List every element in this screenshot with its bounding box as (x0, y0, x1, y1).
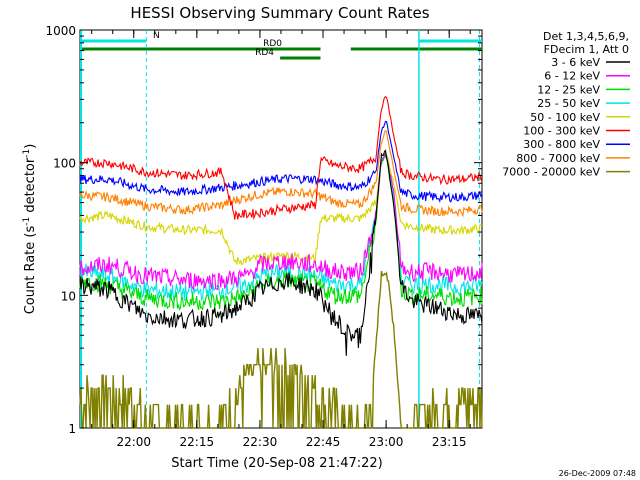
footer-date: 26-Dec-2009 07:48 (559, 469, 636, 478)
flag-label-n: N (153, 31, 160, 41)
series-line-50-100keV (79, 150, 483, 266)
series-line-100-300keV (79, 95, 483, 221)
y-tick-label: 100 (53, 157, 76, 171)
series-line-6-12keV (79, 151, 483, 291)
legend-entry-label: 12 - 25 keV (537, 83, 600, 96)
x-tick-label: 22:00 (116, 435, 151, 449)
x-tick-label: 23:15 (432, 435, 467, 449)
legend-entry-label: 50 - 100 keV (530, 111, 600, 124)
x-tick-label: 22:45 (306, 435, 341, 449)
series-line-800-7000keV (79, 129, 483, 218)
legend-entry-label: 100 - 300 keV (523, 125, 600, 138)
x-axis-label: Start Time (20-Sep-08 21:47:22) (171, 456, 382, 471)
x-tick-label: 23:00 (369, 435, 404, 449)
series-line-300-800keV (79, 120, 483, 204)
legend-entry-label: 6 - 12 keV (544, 70, 600, 83)
y-axis-label: Count Rate (s-1 detector-1) (22, 144, 38, 315)
flag-label-rd4: RD4 (255, 48, 274, 58)
legend-entry-label: 3 - 6 keV (551, 56, 600, 69)
axes: 22:00 22:15 22:30 22:45 23:00 23:15 1 10 100 1000 (45, 24, 482, 449)
legend-entry-label: 800 - 7000 keV (516, 152, 600, 165)
series-line-3-6keV (79, 149, 483, 356)
x-tick-label: 22:15 (180, 435, 215, 449)
legend-header-line2: FDecim 1, Att 0 (544, 43, 629, 56)
x-tick-label: 22:30 (243, 435, 278, 449)
legend: Det 1,3,4,5,6,9,FDecim 1, Att 03 - 6 keV… (502, 30, 630, 179)
flag-label-rd0: RD0 (263, 39, 282, 49)
legend-entry-label: 25 - 50 keV (537, 97, 600, 110)
y-tick-label: 10 (61, 289, 76, 303)
legend-entry-label: 7000 - 20000 keV (502, 166, 600, 179)
series-line-25-50keV (79, 152, 483, 302)
legend-entry-label: 300 - 800 keV (523, 138, 600, 151)
y-tick-label: 1000 (45, 24, 76, 38)
chart-title: HESSI Observing Summary Count Rates (130, 4, 429, 22)
legend-header-line1: Det 1,3,4,5,6,9, (543, 30, 629, 43)
data-series (79, 95, 483, 429)
y-tick-label: 1 (68, 422, 76, 436)
